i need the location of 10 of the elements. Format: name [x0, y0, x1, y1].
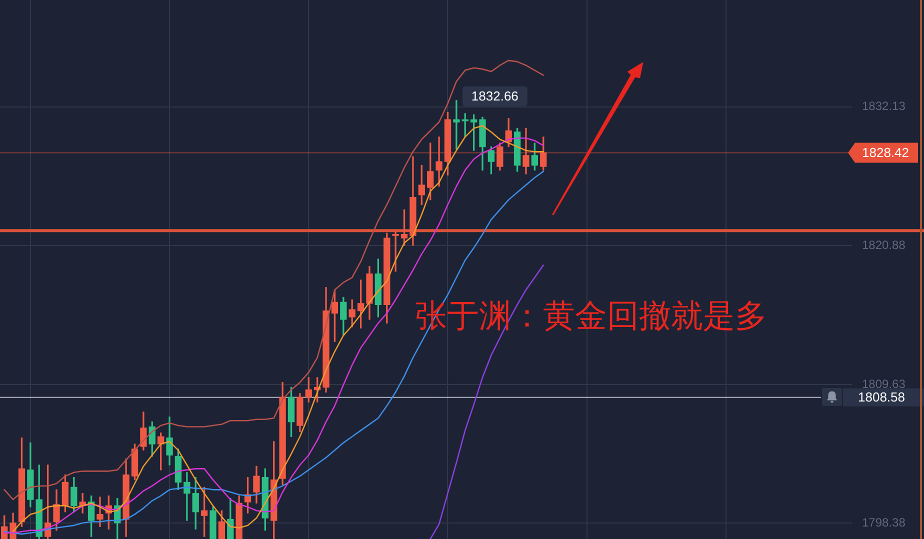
candlestick: [436, 136, 442, 187]
y-tick-label: 1798.38: [862, 516, 906, 530]
candlestick: [453, 100, 460, 150]
ref-line-label: 1808.58: [858, 389, 905, 404]
y-tick-label: 1832.13: [862, 99, 906, 114]
annotation: 1832.66: [471, 88, 518, 104]
y-tick-label: 1809.63: [862, 376, 906, 391]
ref-line-label: 1828.42: [862, 144, 909, 160]
candlestick: [392, 232, 399, 272]
y-tick-label: 1820.88: [862, 238, 906, 252]
